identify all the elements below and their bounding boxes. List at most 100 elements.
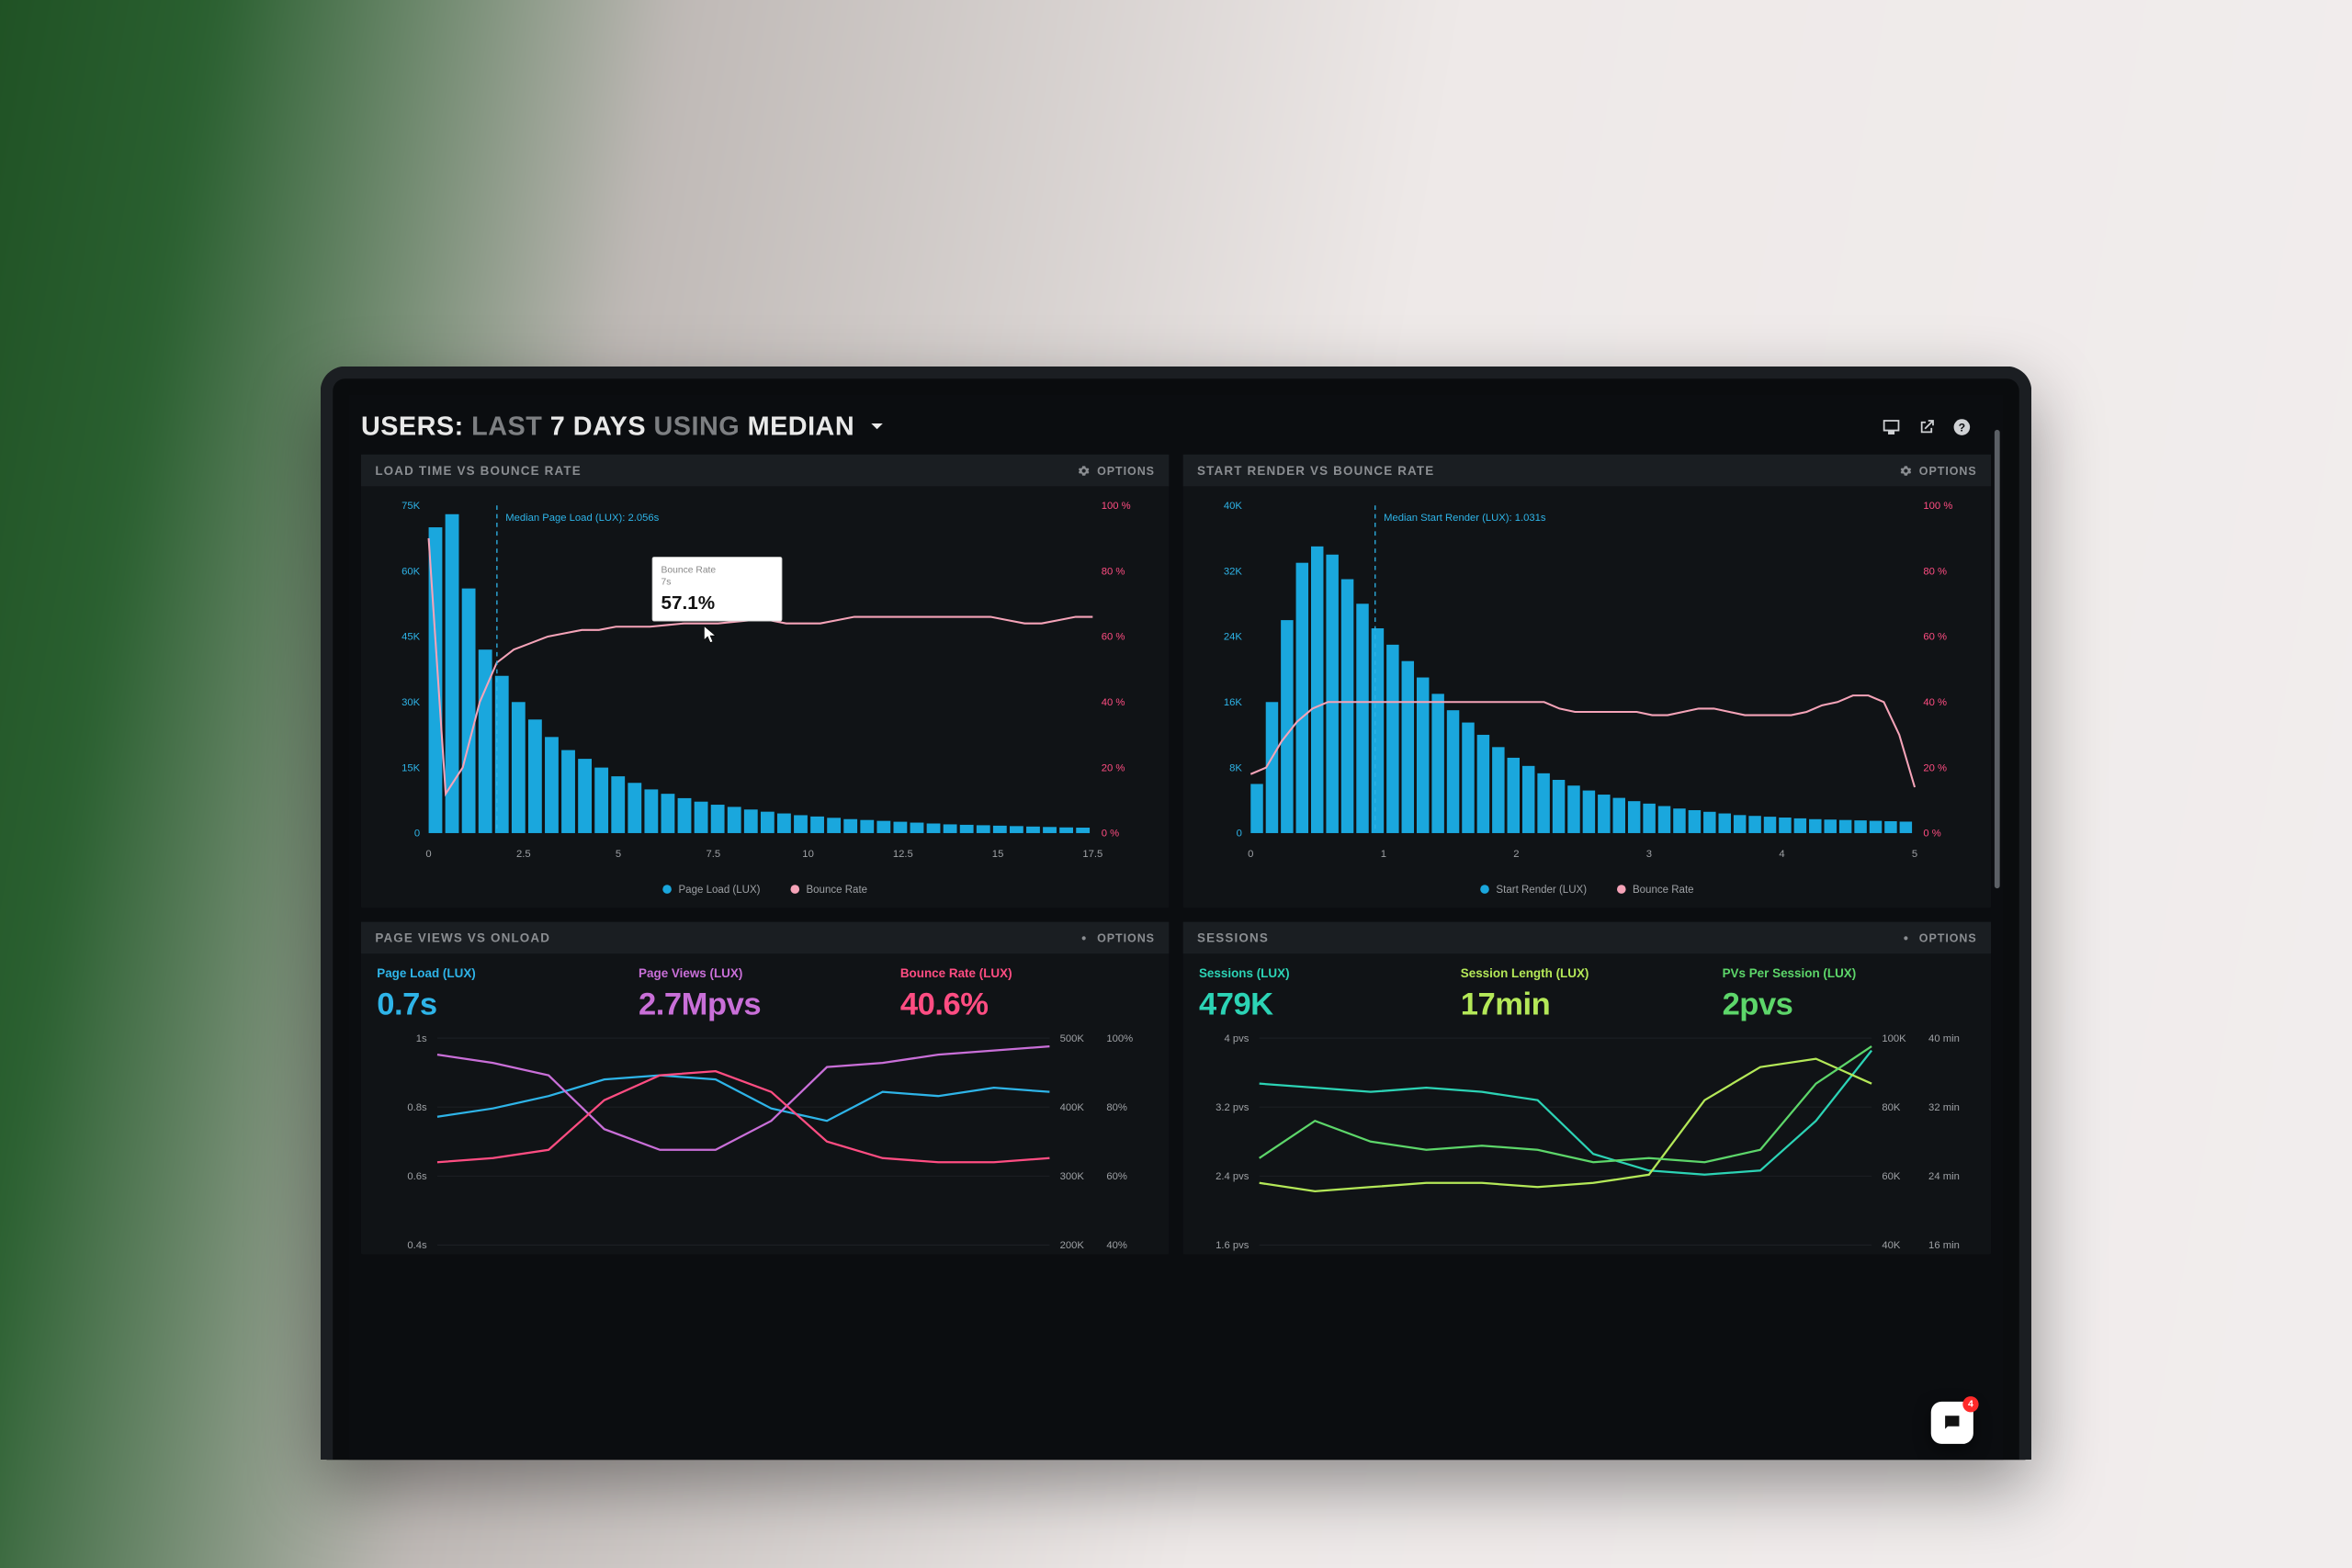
svg-text:100 %: 100 %	[1102, 501, 1131, 512]
stat-value: 2pvs	[1723, 986, 1975, 1022]
svg-text:57.1%: 57.1%	[662, 592, 716, 613]
svg-text:100%: 100%	[1106, 1033, 1133, 1044]
svg-text:3: 3	[1646, 849, 1652, 860]
gear-icon	[1901, 464, 1912, 475]
monitor-icon[interactable]	[1882, 417, 1901, 436]
svg-text:12.5: 12.5	[893, 849, 913, 860]
svg-text:60%: 60%	[1106, 1171, 1127, 1182]
title-bold-1: 7 DAYS	[550, 412, 646, 441]
svg-text:40K: 40K	[1224, 501, 1243, 512]
stat-label: PVs Per Session (LUX)	[1723, 966, 1975, 980]
svg-text:0: 0	[425, 849, 431, 860]
svg-text:80 %: 80 %	[1923, 566, 1947, 577]
svg-text:15K: 15K	[401, 762, 421, 773]
svg-text:40%: 40%	[1106, 1240, 1127, 1251]
stats-row: Page Load (LUX)0.7sPage Views (LUX)2.7Mp…	[361, 953, 1169, 1026]
svg-text:20 %: 20 %	[1102, 762, 1125, 773]
stat-value: 2.7Mpvs	[639, 986, 891, 1022]
options-button[interactable]: OPTIONS	[1079, 463, 1155, 476]
stat-label: Sessions (LUX)	[1199, 966, 1452, 980]
help-icon[interactable]: ?	[1952, 417, 1972, 436]
panel-start-render: START RENDER VS BOUNCE RATE OPTIONS 40K 3…	[1183, 454, 1991, 908]
options-button[interactable]: OPTIONS	[1901, 463, 1977, 476]
svg-text:80K: 80K	[1882, 1102, 1901, 1113]
svg-text:30K: 30K	[401, 697, 421, 708]
panel-load-time: LOAD TIME VS BOUNCE RATE OPTIONS 75K 60K 4…	[361, 454, 1169, 908]
svg-text:1: 1	[1381, 849, 1386, 860]
chart-pageviews[interactable]: 1s500K100%0.8s400K80%0.6s300K60%0.4s200K…	[377, 1030, 1153, 1254]
panel-title: PAGE VIEWS VS ONLOAD	[375, 931, 550, 944]
svg-text:0.6s: 0.6s	[407, 1171, 427, 1182]
svg-text:24K: 24K	[1224, 631, 1243, 642]
svg-text:60 %: 60 %	[1923, 631, 1947, 642]
svg-text:Bounce Rate: Bounce Rate	[662, 565, 717, 575]
share-icon[interactable]	[1917, 417, 1936, 436]
chat-widget[interactable]: 4	[1931, 1401, 1973, 1443]
svg-text:10: 10	[802, 849, 814, 860]
chat-icon	[1941, 1412, 1962, 1433]
chat-count-badge: 4	[1962, 1396, 1978, 1412]
gear-icon	[1079, 464, 1090, 475]
panel-sessions: SESSIONS OPTIONS Sessions (LUX)479KSessi…	[1183, 922, 1991, 1254]
svg-text:7.5: 7.5	[707, 849, 721, 860]
legend-dot-line	[790, 885, 799, 894]
chart-sessions[interactable]: 4 pvs100K40 min3.2 pvs80K32 min2.4 pvs60…	[1199, 1030, 1975, 1254]
panel-title: LOAD TIME VS BOUNCE RATE	[375, 463, 582, 477]
svg-text:4: 4	[1779, 849, 1784, 860]
legend-dot-bar	[1480, 885, 1489, 894]
svg-text:2.4 pvs: 2.4 pvs	[1216, 1171, 1250, 1182]
svg-text:40 %: 40 %	[1923, 697, 1947, 708]
legend-label-b: Bounce Rate	[1633, 883, 1694, 895]
svg-text:0: 0	[1248, 849, 1253, 860]
scrollbar[interactable]	[1995, 429, 2000, 887]
svg-text:2: 2	[1513, 849, 1519, 860]
legend-dot-line	[1617, 885, 1626, 894]
legend-dot-bar	[662, 885, 672, 894]
options-button[interactable]: OPTIONS	[1079, 931, 1155, 944]
svg-text:80%: 80%	[1106, 1102, 1127, 1113]
laptop-frame: USERS: LAST 7 DAYS USING MEDIAN ? LOAD T…	[321, 366, 2031, 1459]
svg-text:40 %: 40 %	[1102, 697, 1125, 708]
svg-text:0.4s: 0.4s	[407, 1240, 427, 1251]
svg-text:60K: 60K	[1882, 1171, 1901, 1182]
svg-text:?: ?	[1959, 421, 1966, 434]
page-title-dropdown[interactable]: USERS: LAST 7 DAYS USING MEDIAN	[361, 412, 888, 442]
svg-text:45K: 45K	[401, 631, 421, 642]
svg-text:60K: 60K	[401, 566, 421, 577]
options-label: OPTIONS	[1919, 463, 1977, 476]
svg-text:0: 0	[1237, 828, 1242, 839]
svg-text:20 %: 20 %	[1923, 762, 1947, 773]
svg-text:60 %: 60 %	[1102, 631, 1125, 642]
legend-label-a: Page Load (LUX)	[679, 883, 761, 895]
svg-text:5: 5	[616, 849, 621, 860]
stat-label: Page Views (LUX)	[639, 966, 891, 980]
svg-text:16 min: 16 min	[1928, 1240, 1960, 1251]
chart-load-time[interactable]: 75K60K45K30K15K0100 %80 %60 %40 %20 %0 %…	[377, 496, 1153, 867]
svg-text:32K: 32K	[1224, 566, 1243, 577]
svg-text:40 min: 40 min	[1928, 1033, 1960, 1044]
options-button[interactable]: OPTIONS	[1901, 931, 1977, 944]
svg-text:24 min: 24 min	[1928, 1171, 1960, 1182]
svg-text:0: 0	[414, 828, 420, 839]
svg-text:16K: 16K	[1224, 697, 1243, 708]
panel-title: SESSIONS	[1197, 931, 1269, 944]
svg-text:40K: 40K	[1882, 1240, 1901, 1251]
svg-text:100 %: 100 %	[1923, 501, 1952, 512]
chart-start-render[interactable]: 40K32K24K16K8K0100 %80 %60 %40 %20 %0 %0…	[1199, 496, 1975, 867]
svg-text:75K: 75K	[401, 501, 421, 512]
svg-text:0 %: 0 %	[1102, 828, 1119, 839]
svg-text:100K: 100K	[1882, 1033, 1906, 1044]
legend-label-a: Start Render (LUX)	[1496, 883, 1587, 895]
panel-title: START RENDER VS BOUNCE RATE	[1197, 463, 1434, 477]
svg-text:0 %: 0 %	[1923, 828, 1940, 839]
options-label: OPTIONS	[1097, 931, 1155, 944]
svg-text:300K: 300K	[1060, 1171, 1085, 1182]
svg-text:Median Page Load (LUX): 2.056s: Median Page Load (LUX): 2.056s	[505, 513, 659, 524]
title-dim-2: USING	[654, 412, 741, 441]
legend: Page Load (LUX) Bounce Rate	[361, 876, 1169, 908]
svg-text:7s: 7s	[662, 577, 672, 587]
svg-text:400K: 400K	[1060, 1102, 1085, 1113]
stat-value: 17min	[1461, 986, 1713, 1022]
svg-text:Median Start Render (LUX): 1.0: Median Start Render (LUX): 1.031s	[1384, 513, 1546, 524]
svg-text:200K: 200K	[1060, 1240, 1085, 1251]
